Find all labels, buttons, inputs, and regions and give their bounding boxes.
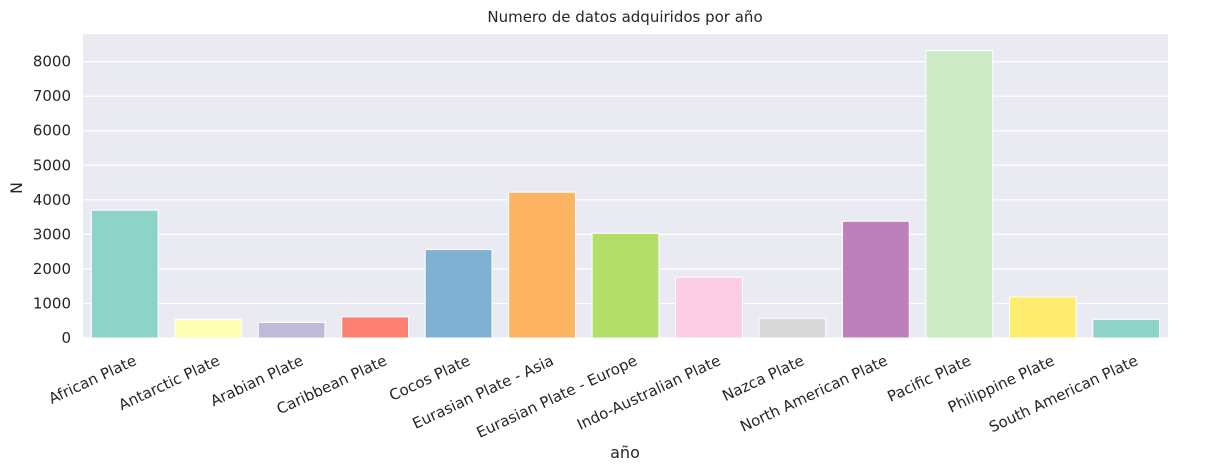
x-tick-label: North American Plate bbox=[737, 351, 890, 435]
y-tick-label: 3000 bbox=[33, 225, 71, 243]
y-tick-label: 4000 bbox=[33, 191, 71, 209]
bar bbox=[508, 191, 576, 339]
bar bbox=[174, 318, 243, 339]
y-tick-label: 7000 bbox=[33, 87, 71, 105]
bar bbox=[1092, 318, 1161, 339]
chart-title: Numero de datos adquiridos por año bbox=[487, 8, 762, 26]
bar bbox=[842, 220, 910, 339]
y-tick-label: 1000 bbox=[33, 294, 71, 312]
bars bbox=[90, 50, 1161, 339]
y-tick-label: 2000 bbox=[33, 260, 71, 278]
x-axis-title: año bbox=[610, 443, 640, 462]
bar bbox=[591, 232, 660, 339]
bar bbox=[925, 50, 994, 339]
bar bbox=[675, 276, 743, 339]
bar bbox=[90, 209, 159, 339]
bar bbox=[424, 249, 493, 339]
x-tick-label: South American Plate bbox=[986, 351, 1140, 436]
bar bbox=[1008, 296, 1077, 339]
bar bbox=[341, 316, 410, 339]
bar bbox=[758, 317, 827, 339]
y-axis-title: N bbox=[7, 182, 26, 194]
x-tick-label: Eurasian Plate - Europe bbox=[474, 351, 640, 441]
y-tick-label: 0 bbox=[61, 329, 71, 347]
y-tick-label: 6000 bbox=[33, 122, 71, 140]
y-tick-label: 5000 bbox=[33, 156, 71, 174]
x-tick-label: Indo-Australian Plate bbox=[574, 351, 723, 433]
y-tick-label: 8000 bbox=[33, 53, 71, 71]
y-tick-labels: 0 1000 2000 3000 4000 5000 6000 7000 8000 bbox=[33, 53, 71, 347]
bar bbox=[257, 321, 326, 339]
